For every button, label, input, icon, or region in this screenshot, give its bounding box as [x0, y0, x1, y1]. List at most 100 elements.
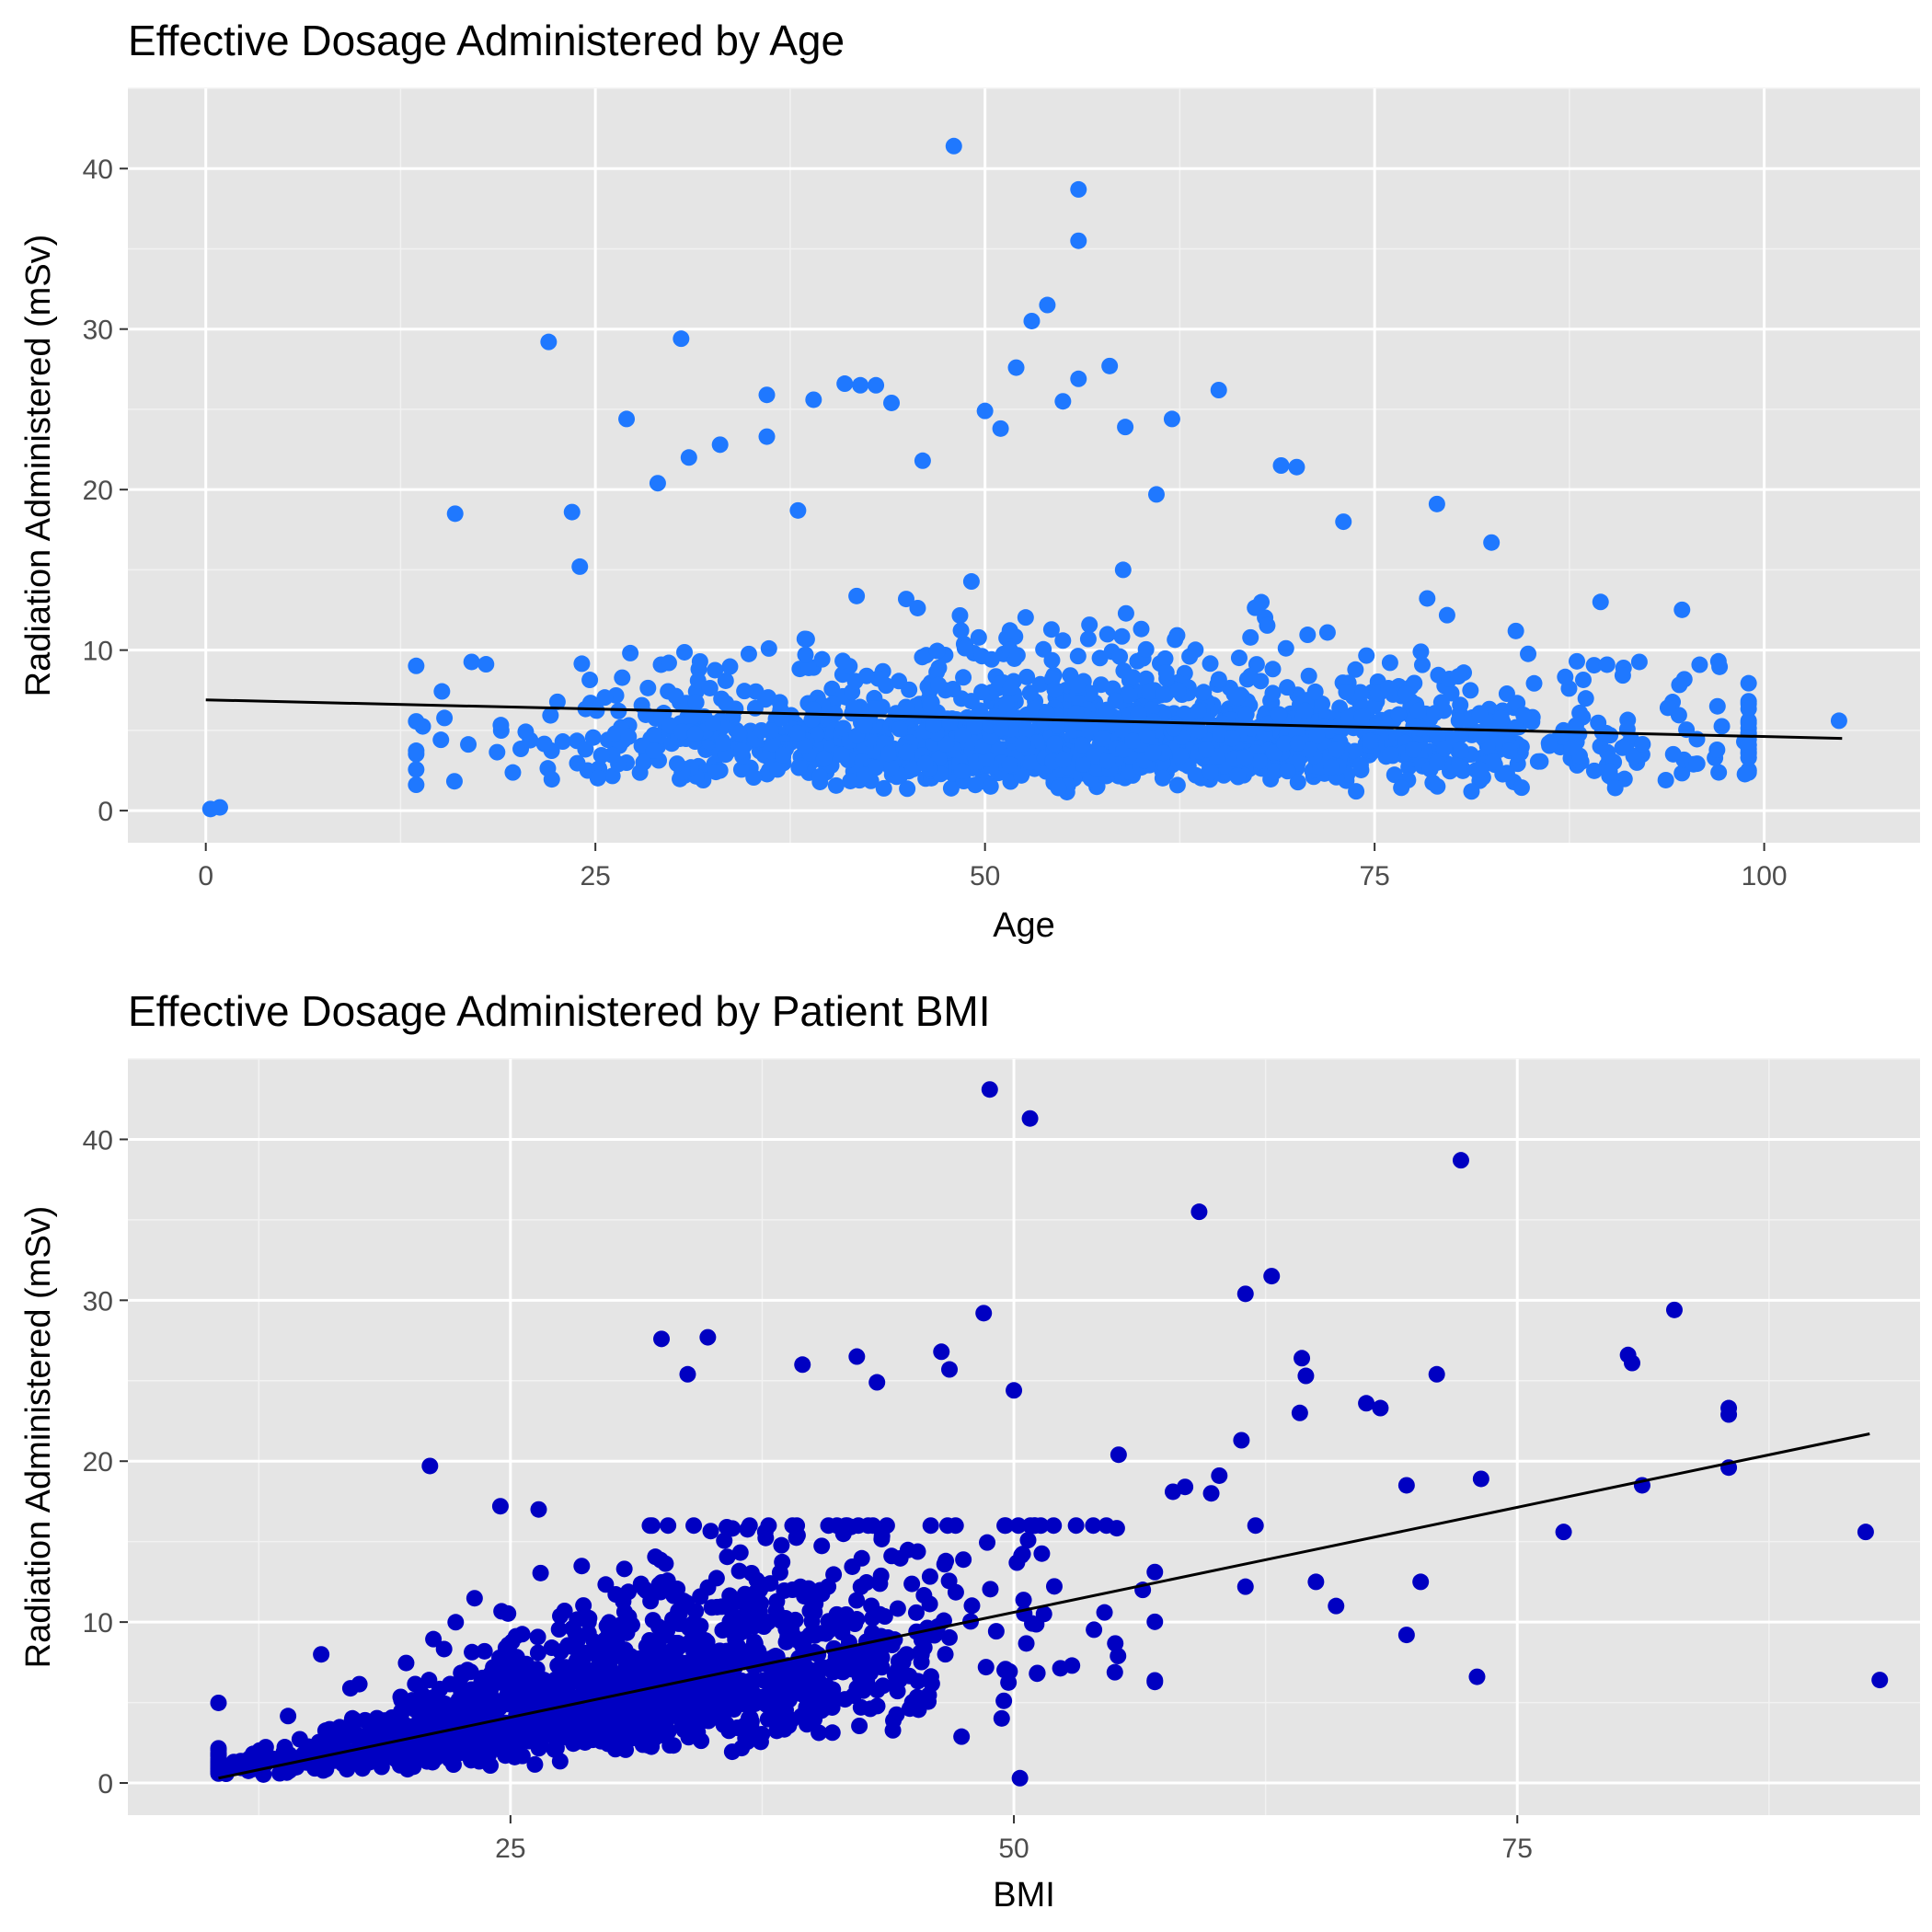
- data-point: [882, 759, 900, 776]
- data-point: [659, 1669, 676, 1686]
- data-point: [578, 1723, 595, 1741]
- data-point: [1033, 1545, 1051, 1562]
- data-point: [903, 1575, 921, 1593]
- axis-ticks: 0 25 50 75 100 0 10 20 30 40: [83, 155, 1788, 891]
- data-point: [992, 420, 1009, 437]
- data-point: [702, 1523, 719, 1540]
- data-point: [973, 648, 991, 665]
- data-point: [724, 1520, 742, 1537]
- data-point: [897, 591, 914, 608]
- data-point: [1042, 621, 1060, 638]
- data-point: [758, 386, 776, 404]
- data-point: [721, 1601, 739, 1618]
- data-point: [767, 1602, 785, 1619]
- data-point: [1098, 626, 1116, 643]
- data-point: [577, 741, 594, 758]
- data-point: [408, 713, 425, 730]
- data-point: [816, 1659, 834, 1676]
- data-point: [834, 719, 852, 737]
- data-point: [1507, 622, 1524, 639]
- data-point: [1657, 771, 1674, 788]
- data-point: [898, 743, 915, 761]
- data-point: [680, 1701, 697, 1719]
- data-point: [1673, 765, 1691, 782]
- data-point: [543, 771, 560, 788]
- data-point: [1382, 746, 1399, 764]
- data-point: [1211, 1466, 1228, 1484]
- data-point: [921, 1568, 938, 1585]
- data-point: [504, 1725, 522, 1742]
- data-point: [1429, 777, 1446, 795]
- data-point: [852, 376, 869, 394]
- data-point: [1138, 727, 1156, 744]
- data-point: [453, 1664, 470, 1682]
- data-point: [1070, 232, 1087, 249]
- data-point: [811, 1724, 828, 1742]
- data-point: [922, 1517, 939, 1535]
- data-point: [1146, 1613, 1164, 1630]
- data-point: [1079, 630, 1097, 648]
- data-point: [639, 1737, 657, 1754]
- data-point: [648, 1705, 665, 1722]
- data-point: [1229, 767, 1247, 785]
- data-point: [856, 717, 873, 734]
- data-point: [873, 1530, 891, 1547]
- data-point: [1001, 622, 1018, 639]
- data-point: [1157, 664, 1175, 682]
- data-point: [532, 1564, 549, 1581]
- data-point: [780, 1620, 798, 1638]
- data-point: [773, 1536, 790, 1554]
- data-point: [833, 746, 850, 764]
- data-point: [701, 679, 719, 696]
- data-point: [930, 676, 948, 694]
- data-point: [1242, 628, 1259, 646]
- data-point: [435, 1640, 453, 1658]
- data-point: [573, 655, 591, 673]
- data-point: [1067, 1517, 1085, 1535]
- data-point: [736, 683, 753, 700]
- data-point: [463, 653, 480, 671]
- data-point: [1018, 668, 1036, 685]
- data-point: [1247, 1517, 1264, 1535]
- data-point: [1450, 668, 1467, 685]
- data-point: [408, 776, 425, 794]
- x-tick-label: 25: [495, 1834, 525, 1864]
- data-point: [717, 1680, 734, 1697]
- data-point: [751, 1692, 768, 1709]
- data-point: [436, 709, 454, 727]
- data-point: [484, 1738, 501, 1755]
- data-point: [1297, 1367, 1315, 1385]
- data-point: [441, 1751, 458, 1768]
- data-point: [1064, 1657, 1081, 1674]
- y-tick-label: 10: [83, 1608, 113, 1639]
- data-point: [777, 1701, 795, 1719]
- data-point: [581, 672, 599, 689]
- data-point: [573, 1558, 591, 1575]
- data-point: [1432, 694, 1450, 711]
- data-point: [1358, 647, 1375, 664]
- data-point: [827, 776, 845, 794]
- data-point: [945, 137, 962, 155]
- data-point: [1002, 678, 1019, 696]
- data-point: [1107, 1635, 1124, 1652]
- data-point: [878, 677, 895, 695]
- data-point: [836, 375, 854, 393]
- data-point: [1006, 1382, 1023, 1399]
- data-point: [1688, 755, 1706, 773]
- y-axis-title: Radiation Administered (mSv): [19, 1206, 58, 1669]
- data-point: [884, 1721, 902, 1739]
- data-point: [790, 759, 808, 776]
- data-point: [788, 1526, 806, 1544]
- data-point: [852, 1698, 869, 1716]
- data-point: [743, 1587, 761, 1604]
- data-point: [1306, 683, 1324, 700]
- data-point: [731, 1544, 749, 1561]
- data-point: [953, 763, 971, 780]
- data-point: [1000, 1673, 1018, 1691]
- data-point: [1624, 1354, 1641, 1372]
- data-point: [1011, 1769, 1029, 1787]
- data-point: [1709, 652, 1727, 670]
- data-point: [1086, 1621, 1103, 1639]
- data-point: [820, 1517, 837, 1535]
- data-point: [431, 1681, 448, 1698]
